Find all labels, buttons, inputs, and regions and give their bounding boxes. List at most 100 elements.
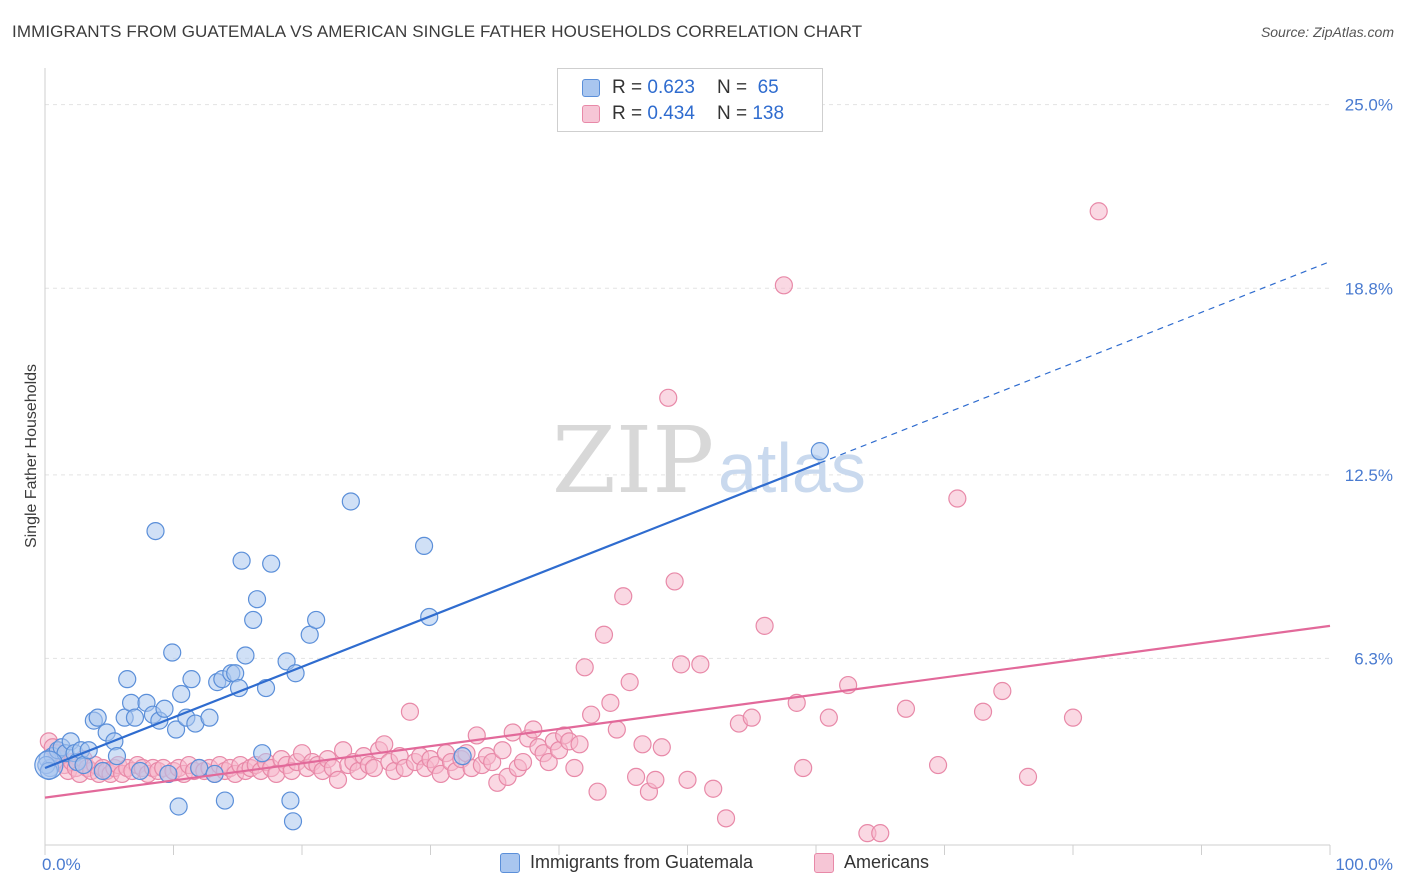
data-point [262,554,281,573]
data-point [118,670,137,689]
legend-row-guatemala: R = 0.623 N = 65 [582,75,779,101]
trend-line-guatemala [44,461,821,770]
data-point [166,720,186,739]
legend-item-americans: Americans [814,852,929,873]
legend-n-value: 65 [757,77,779,98]
legend-swatch-blue [500,852,520,873]
data-point [819,708,838,727]
trend-line-americans [44,624,1331,799]
legend-n-label: N = [716,103,748,124]
legend-label: Americans [844,852,930,872]
data-point [503,723,522,742]
data-point [896,699,916,718]
data-point [190,758,209,778]
data-point [582,705,601,724]
data-point [453,747,472,766]
chart-title: IMMIGRANTS FROM GUATEMALA VS AMERICAN SI… [12,22,863,41]
data-point [513,752,533,772]
y-tick-label: 18.8% [1345,279,1393,298]
legend-row-americans: R = 0.434 N = 138 [582,101,784,127]
stats-legend: R = 0.623 N = 65 R = 0.434 N = 138 [557,68,823,132]
data-point [973,702,993,721]
data-point [159,764,178,784]
data-point [400,702,420,721]
series-legend: Immigrants from Guatemala Americans [0,852,1406,878]
data-point [1063,708,1083,727]
data-point [928,755,948,775]
axes [44,68,1331,855]
legend-swatch-pink [814,852,834,873]
data-point [283,812,303,831]
data-point [755,616,774,635]
data-point [620,673,639,692]
data-point [307,610,326,630]
data-point [155,699,174,718]
data-point [253,744,272,763]
data-point [414,536,434,555]
data-point [364,758,384,778]
data-point [232,551,251,570]
data-point [588,782,607,801]
data-point [493,741,512,760]
data-point [539,752,558,772]
data-point [483,752,502,772]
data-point [172,684,191,704]
data-point [633,735,652,754]
data-point [169,797,188,816]
trend-lines [44,261,1331,799]
grid [45,104,1330,659]
legend-r-value: 0.434 [647,103,695,124]
y-tick-label: 6.3% [1354,649,1393,668]
data-point [200,708,219,727]
data-point [93,761,112,781]
data-point [614,587,633,606]
data-point [948,489,967,508]
tick-labels: 6.3% 12.5% 18.8% 25.0% 0.0% 100.0% [42,96,1393,874]
data-point [146,521,165,541]
trend-line-guatemala-extension [819,261,1331,464]
data-point [125,708,145,727]
data-point [659,388,678,407]
data-point [691,655,710,674]
data-point [236,646,255,665]
data-point [1018,767,1038,786]
data-point [328,770,348,789]
watermark-zip: ZIP [552,407,714,514]
data-point [570,735,589,754]
data-point [565,758,584,778]
legend-n-value: 138 [752,103,785,124]
y-axis-label: Single Father Households [23,364,40,548]
data-point [182,670,201,689]
data-point [524,720,543,739]
data-point [1089,202,1108,221]
data-point [794,758,813,778]
legend-item-guatemala: Immigrants from Guatemala [500,852,753,873]
data-point [678,770,697,789]
data-point [665,572,684,591]
data-point [626,767,646,786]
data-point [993,681,1012,701]
data-point [247,590,267,609]
data-point [107,747,127,766]
data-point [607,720,626,739]
data-point [341,492,360,511]
data-point [652,738,671,757]
data-point [871,824,890,843]
data-point-cluster [34,750,64,780]
legend-swatch-blue [582,79,600,97]
x-tick-label: 100.0% [1335,855,1393,874]
data-point [594,625,614,644]
data-point [375,735,394,754]
source-label: Source: ZipAtlas.com [1260,24,1394,40]
data-point [716,809,736,828]
series-americans [39,202,1108,843]
y-tick-label: 25.0% [1345,96,1393,115]
y-tick-label: 12.5% [1345,466,1393,485]
legend-swatch-pink [582,105,600,123]
data-point [215,791,234,810]
data-point [810,442,829,461]
data-point [244,610,263,630]
data-point [121,693,141,712]
x-tick-label: 0.0% [42,855,81,874]
